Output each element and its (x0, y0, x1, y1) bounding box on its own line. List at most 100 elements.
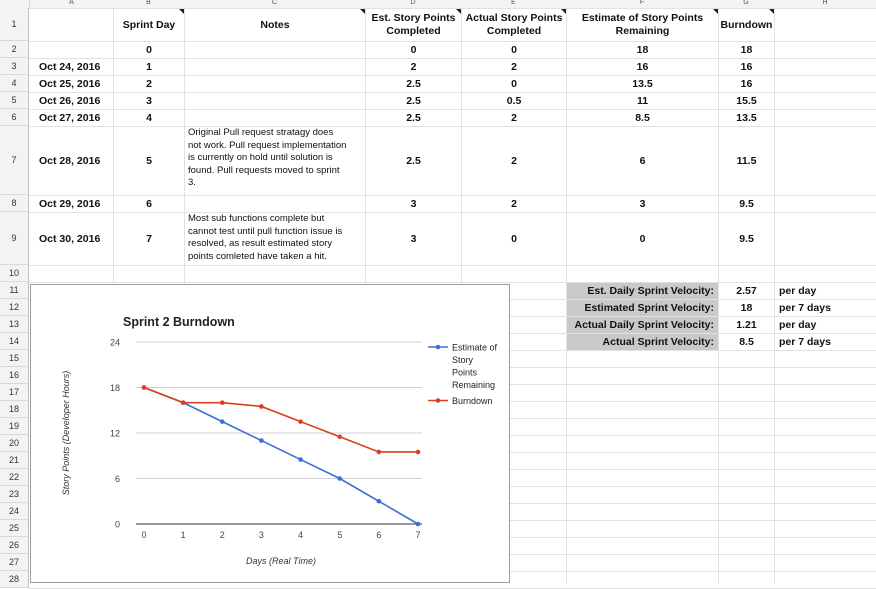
actual-completed-cell[interactable]: 2 (511, 198, 517, 210)
row-header-3[interactable]: 3 (0, 58, 29, 75)
actual-completed-cell[interactable]: 0 (511, 233, 517, 245)
row-header-27[interactable]: 27 (0, 554, 29, 571)
row-header-8[interactable]: 8 (0, 195, 29, 212)
row-header-7[interactable]: 7 (0, 126, 29, 195)
notes-cell[interactable] (185, 42, 365, 58)
header-sprint-day[interactable]: Sprint Day (114, 9, 184, 41)
sprint-day-cell[interactable]: 7 (146, 233, 152, 245)
velocity-unit[interactable]: per 7 days (779, 302, 831, 314)
date-cell[interactable]: Oct 28, 2016 (39, 155, 101, 167)
sprint-day-cell[interactable]: 4 (146, 112, 152, 124)
actual-completed-cell[interactable]: 2 (511, 61, 517, 73)
remaining-cell[interactable]: 18 (636, 44, 649, 56)
velocity-unit[interactable]: per day (779, 285, 817, 297)
date-cell[interactable]: Oct 24, 2016 (39, 61, 101, 73)
row-header-26[interactable]: 26 (0, 537, 29, 554)
est-completed-cell[interactable]: 2.5 (406, 95, 421, 107)
remaining-cell[interactable]: 16 (636, 61, 649, 73)
row-header-18[interactable]: 18 (0, 401, 29, 418)
velocity-unit[interactable]: per 7 days (779, 336, 831, 348)
notes-cell[interactable] (185, 76, 365, 92)
row-header-5[interactable]: 5 (0, 92, 29, 109)
burndown-cell[interactable]: 15.5 (736, 95, 757, 107)
est-completed-cell[interactable]: 0 (410, 44, 417, 56)
row-header-22[interactable]: 22 (0, 469, 29, 486)
header-actual-completed[interactable]: Actual Story Points Completed (462, 9, 566, 41)
velocity-value[interactable]: 8.5 (739, 336, 754, 348)
remaining-cell[interactable]: 8.5 (635, 112, 650, 124)
velocity-value[interactable]: 2.57 (736, 285, 757, 297)
notes-cell[interactable] (185, 196, 365, 212)
date-cell[interactable]: Oct 29, 2016 (39, 198, 101, 210)
sprint-day-cell[interactable]: 2 (146, 78, 152, 90)
row-header-20[interactable]: 20 (0, 435, 29, 452)
burndown-cell[interactable]: 16 (740, 78, 753, 90)
actual-completed-cell[interactable]: 0.5 (506, 95, 522, 107)
row-header-9[interactable]: 9 (0, 212, 29, 265)
burndown-cell[interactable]: 11.5 (736, 155, 757, 167)
notes-cell[interactable] (185, 93, 365, 109)
row-header-15[interactable]: 15 (0, 350, 29, 367)
header-remaining[interactable]: Estimate of Story Points Remaining (567, 9, 718, 41)
date-cell[interactable]: Oct 26, 2016 (39, 95, 101, 107)
notes-cell[interactable] (185, 110, 365, 126)
date-cell[interactable]: Oct 30, 2016 (39, 233, 101, 245)
burndown-cell[interactable]: 13.5 (736, 112, 757, 124)
actual-completed-cell[interactable]: 0 (511, 78, 517, 90)
row-header-17[interactable]: 17 (0, 384, 29, 401)
date-cell[interactable]: Oct 27, 2016 (39, 112, 101, 124)
est-completed-cell[interactable]: 2.5 (406, 112, 421, 124)
est-completed-cell[interactable]: 3 (410, 233, 417, 245)
burndown-cell[interactable]: 9.5 (739, 233, 754, 245)
sprint-day-cell[interactable]: 1 (146, 61, 152, 73)
notes-cell[interactable]: Original Pull request stratagy does not w… (185, 127, 365, 195)
row-header-6[interactable]: 6 (0, 109, 29, 126)
sprint-day-cell[interactable]: 0 (146, 44, 152, 56)
date-cell[interactable]: Oct 25, 2016 (39, 78, 101, 90)
remaining-cell[interactable]: 0 (639, 233, 646, 245)
row-header-16[interactable]: 16 (0, 367, 29, 384)
row-header-2[interactable]: 2 (0, 41, 29, 58)
row-header-4[interactable]: 4 (0, 75, 29, 92)
velocity-unit[interactable]: per day (779, 319, 817, 331)
row-header-10[interactable]: 10 (0, 265, 29, 282)
notes-cell[interactable] (185, 59, 365, 75)
row-header-23[interactable]: 23 (0, 486, 29, 503)
sprint-day-cell[interactable]: 5 (146, 155, 152, 167)
est-completed-cell[interactable]: 2.5 (406, 155, 421, 167)
row-header-28[interactable]: 28 (0, 571, 29, 588)
header-notes[interactable]: Notes (185, 9, 365, 41)
burndown-cell[interactable]: 16 (740, 61, 753, 73)
burndown-cell[interactable]: 9.5 (739, 198, 754, 210)
sprint-day-cell[interactable]: 3 (146, 95, 152, 107)
actual-completed-cell[interactable]: 0 (511, 44, 517, 56)
header-est-completed[interactable]: Est. Story Points Completed (366, 9, 461, 41)
row-header-13[interactable]: 13 (0, 316, 29, 333)
est-completed-cell[interactable]: 2.5 (406, 78, 421, 90)
date-cell[interactable] (31, 42, 113, 58)
sprint-day-cell[interactable]: 6 (146, 198, 152, 210)
actual-completed-cell[interactable]: 2 (511, 155, 517, 167)
row-header-11[interactable]: 11 (0, 282, 29, 299)
burndown-chart[interactable]: Sprint 2 Burndown 0 6 12 18 24 0 1 2 3 4 5 6 7 Days (R… (30, 284, 510, 583)
notes-cell[interactable]: Most sub functions complete but cannot te… (185, 213, 365, 265)
row-header-12[interactable]: 12 (0, 299, 29, 316)
remaining-cell[interactable]: 11 (636, 95, 649, 107)
remaining-cell[interactable]: 6 (639, 155, 646, 167)
row-header-14[interactable]: 14 (0, 333, 29, 350)
row-header-24[interactable]: 24 (0, 503, 29, 520)
actual-completed-cell[interactable]: 2 (511, 112, 517, 124)
velocity-value[interactable]: 18 (740, 302, 753, 314)
est-completed-cell[interactable]: 3 (410, 198, 417, 210)
burndown-cell[interactable]: 18 (740, 44, 753, 56)
date-header-cell[interactable] (31, 9, 113, 41)
remaining-cell[interactable]: 3 (639, 198, 646, 210)
row-header-19[interactable]: 19 (0, 418, 29, 435)
row-header-25[interactable]: 25 (0, 520, 29, 537)
velocity-value[interactable]: 1.21 (736, 319, 757, 331)
remaining-cell[interactable]: 13.5 (632, 78, 653, 90)
header-burndown[interactable]: Burndown (719, 9, 774, 41)
row-header-21[interactable]: 21 (0, 452, 29, 469)
row-header-1[interactable]: 1 (0, 8, 29, 41)
est-completed-cell[interactable]: 2 (410, 61, 417, 73)
